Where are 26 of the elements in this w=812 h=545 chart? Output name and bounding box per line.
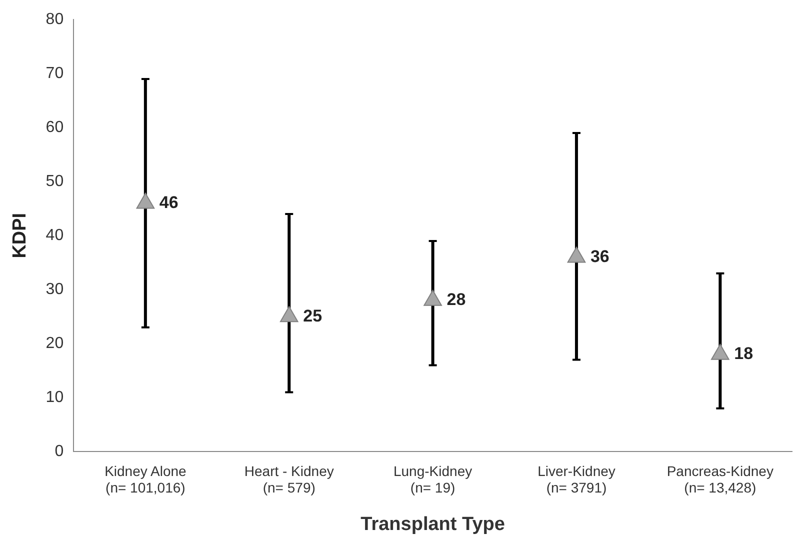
y-tick-label: 10 xyxy=(46,389,64,406)
x-axis-title: Transplant Type xyxy=(360,514,505,535)
point xyxy=(280,306,298,322)
data-label: 36 xyxy=(590,246,610,266)
y-tick-label: 70 xyxy=(46,65,64,82)
y-tick-label: 80 xyxy=(46,11,64,28)
point xyxy=(136,192,155,209)
data-label: 46 xyxy=(159,192,178,212)
x-tick-label: Kidney Alone (n= 101,016) xyxy=(104,462,187,496)
y-axis-title: KDPI xyxy=(10,212,31,258)
y-tick-label: 60 xyxy=(46,119,64,136)
y-tick-label: 20 xyxy=(46,335,64,352)
x-tick-label: Pancreas-Kidney (n= 13,428) xyxy=(666,462,774,496)
y-tick-label: 50 xyxy=(46,173,64,190)
x-tick-label: Liver-Kidney (n= 3791) xyxy=(538,462,616,496)
data-label: 28 xyxy=(446,290,466,310)
data-label: 18 xyxy=(734,344,754,364)
point xyxy=(711,344,730,360)
y-tick-label: 30 xyxy=(46,281,64,298)
y-tick-label: 40 xyxy=(46,227,64,244)
y-tick-label: 0 xyxy=(54,443,64,460)
data-label: 25 xyxy=(303,306,322,326)
point xyxy=(424,290,442,306)
x-tick-label: Heart - Kidney (n= 579) xyxy=(244,462,334,496)
x-tick-label: Lung-Kidney (n= 19) xyxy=(393,462,472,496)
point xyxy=(567,246,586,263)
